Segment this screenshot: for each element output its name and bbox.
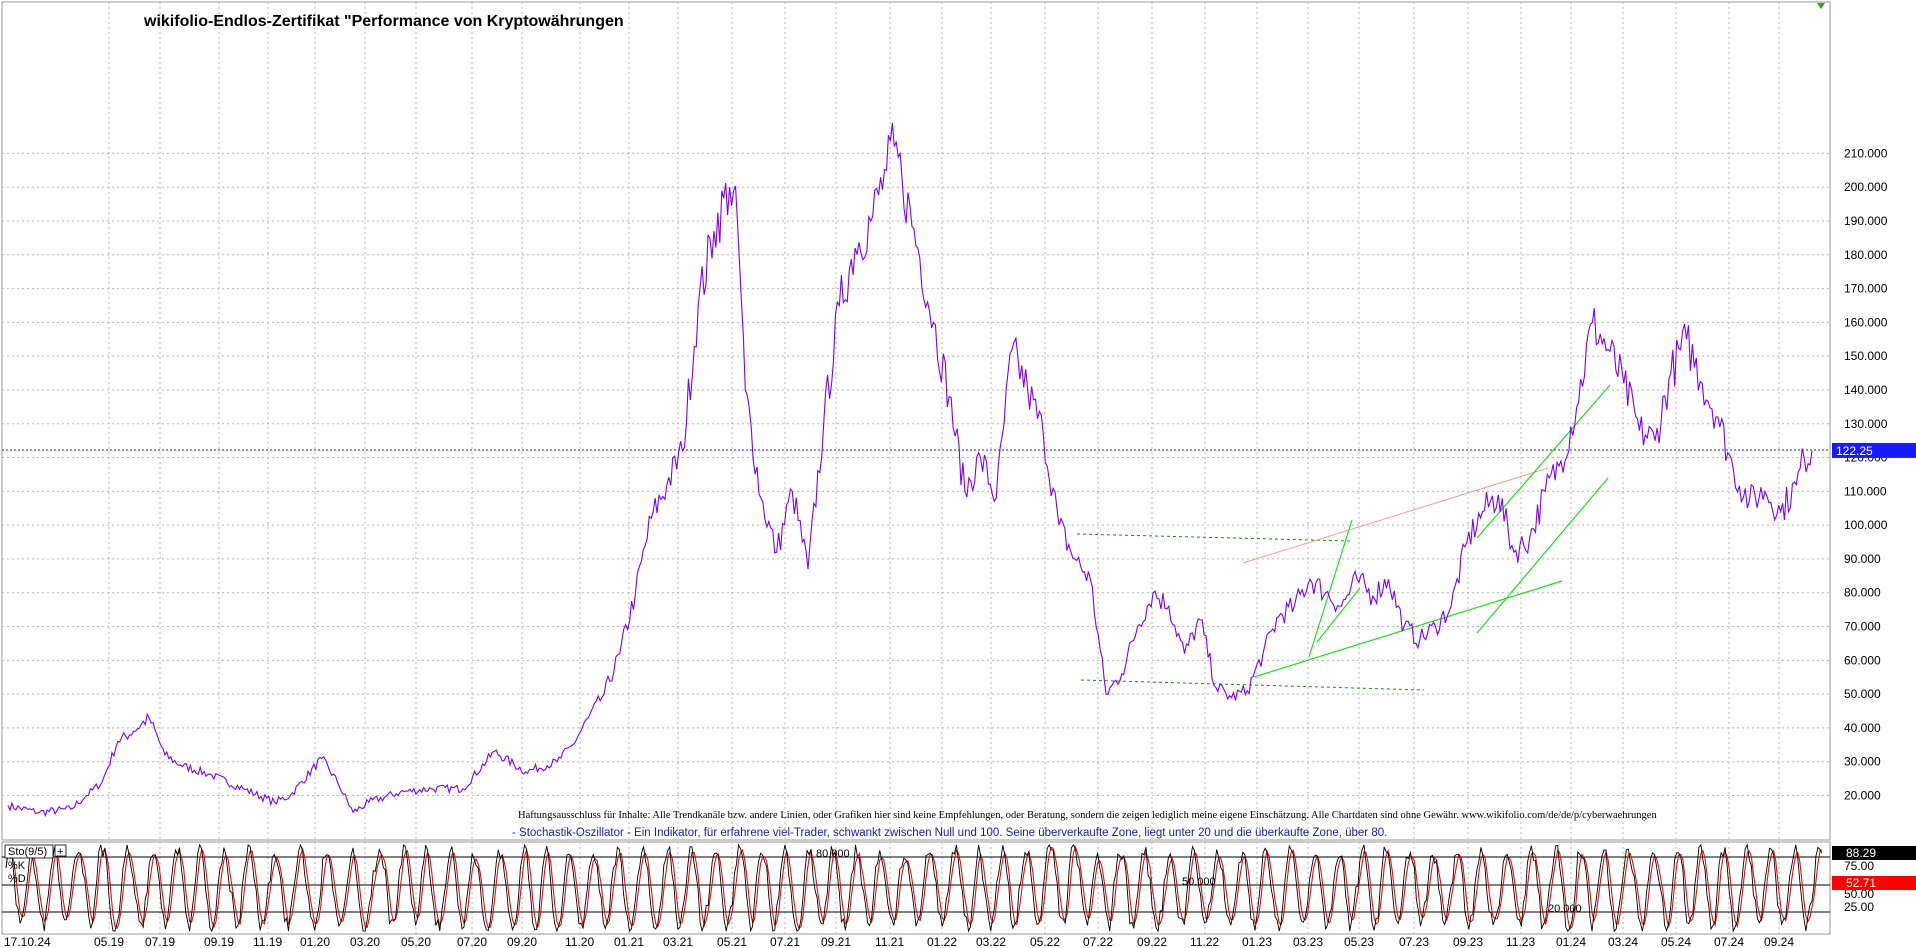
x-tick-label: 07.23 — [1399, 935, 1429, 948]
last-price-badge-bg — [1832, 442, 1916, 458]
x-tick-label: 09.20 — [507, 935, 537, 948]
y-tick-label: 170.000 — [1844, 282, 1888, 296]
y-tick-label: 20.000 — [1844, 789, 1881, 803]
x-tick-label: 07.24 — [1714, 935, 1744, 948]
oscillator-note: - Stochastik-Oszillator - Ein Indikator,… — [512, 827, 1387, 839]
x-tick-label: 05.24 — [1661, 935, 1691, 948]
y-tick-label: 100.000 — [1844, 518, 1888, 532]
x-tick-label: 05.23 — [1344, 935, 1374, 948]
trend-line-pink — [1242, 467, 1549, 564]
x-tick-label: 09.19 — [204, 935, 234, 948]
plus-icon: + — [57, 846, 63, 858]
x-tick-label: 05.19 — [94, 935, 124, 948]
x-tick-label: 17.10.24 — [4, 935, 51, 948]
k-value-badge-bg — [1832, 846, 1916, 860]
y-tick-label: 90.000 — [1844, 552, 1881, 566]
y-axis-tick-labels: 20.000 30.000 40.000 50.000 60.000 70.000 80.0… — [1844, 146, 1888, 802]
y-tick-label: 190.000 — [1844, 214, 1888, 228]
scroll-marker-icon[interactable] — [1817, 3, 1825, 9]
x-tick-label: 07.21 — [770, 935, 800, 948]
d-legend-label: %D — [8, 873, 26, 885]
x-tick-label: 09.23 — [1453, 935, 1483, 948]
last-price-badge-value: 122.25 — [1836, 444, 1873, 458]
d-value-badge-bg — [1832, 876, 1916, 890]
indicator-expand-button[interactable] — [54, 844, 67, 857]
x-tick-label: 09.24 — [1764, 935, 1794, 948]
trend-line-green-upper — [1476, 384, 1611, 539]
trend-line-green-short-b — [1316, 587, 1361, 643]
k-legend-label: %K — [8, 860, 26, 872]
stochastic-indicator: 80.000 50.000 20.000 Sto(9/5) + %K %D 75… — [2, 843, 1916, 933]
x-tick-label: 01.22 — [927, 935, 957, 948]
x-tick-label: 01.20 — [300, 935, 330, 948]
k-value-badge: 88.29 — [1846, 846, 1876, 860]
stoch-k-line — [5, 843, 1823, 933]
y-tick-label: 180.000 — [1844, 248, 1888, 262]
x-tick-label: 07.22 — [1083, 935, 1113, 948]
x-tick-label: 09.22 — [1137, 935, 1167, 948]
stoch-d-line — [5, 845, 1823, 930]
x-tick-label: 03.24 — [1608, 935, 1638, 948]
x-tick-label: 05.20 — [401, 935, 431, 948]
y-tick-label: 60.000 — [1844, 653, 1881, 667]
trend-annotations — [1076, 384, 1611, 691]
y-tick-label: 130.000 — [1844, 417, 1888, 431]
stoch-tick-50: 50.00 — [1844, 887, 1874, 901]
x-tick-label: 05.22 — [1030, 935, 1060, 948]
disclaimer-text: Haftungsausschluss für Inhalte: Alle Tre… — [518, 810, 1657, 821]
x-tick-label: 11.22 — [1190, 935, 1219, 948]
x-tick-label: 11.21 — [875, 935, 904, 948]
indicator-name-box — [4, 844, 54, 859]
x-tick-label: 07.20 — [457, 935, 487, 948]
stoch-level-20-label: 20.000 — [1548, 903, 1582, 915]
y-tick-label: 210.000 — [1844, 146, 1888, 160]
y-tick-label: 200.000 — [1844, 180, 1888, 194]
price-series-line — [7, 122, 1813, 817]
stoch-level-50-label: 50.000 — [1182, 876, 1216, 888]
x-tick-label: 01.21 — [614, 935, 644, 948]
stoch-level-80-label: 80.000 — [816, 848, 850, 860]
x-tick-label: 05.21 — [717, 935, 747, 948]
x-tick-label: 11.19 — [253, 935, 282, 948]
x-tick-label: 01.23 — [1242, 935, 1272, 948]
x-axis-tick-labels: 17.10.24 05.19 07.19 09.19 11.19 01.20 03.20 05… — [4, 935, 1794, 948]
y-tick-label: 40.000 — [1844, 721, 1881, 735]
y-tick-label: 80.000 — [1844, 586, 1881, 600]
channel-dashed-top — [1076, 533, 1352, 542]
x-tick-label: 09.21 — [821, 935, 851, 948]
d-value-badge: 52.71 — [1846, 876, 1876, 890]
y-tick-label: 150.000 — [1844, 349, 1888, 363]
x-tick-label: 07.19 — [145, 935, 175, 948]
stoch-tick-75: 75.00 — [1844, 859, 1874, 873]
y-tick-label: 50.000 — [1844, 687, 1881, 701]
x-tick-label: 11.20 — [565, 935, 594, 948]
last-price-badge: 122.25 — [1832, 442, 1916, 458]
chart-title: wikifolio-Endlos-Zertifikat "Performance… — [143, 13, 624, 30]
x-tick-label: 11.23 — [1506, 935, 1535, 948]
trend-line-green-lower — [1476, 477, 1609, 634]
main-plot-frame — [1, 1, 1831, 841]
x-tick-label: 01.24 — [1556, 935, 1586, 948]
y-tick-label: 70.000 — [1844, 620, 1881, 634]
stoch-tick-25: 25.00 — [1844, 900, 1874, 914]
x-tick-label: 03.20 — [350, 935, 380, 948]
x-tick-label: 03.22 — [976, 935, 1006, 948]
y-tick-label: 140.000 — [1844, 383, 1888, 397]
y-tick-label: 110.000 — [1844, 484, 1887, 498]
y-tick-label: 160.000 — [1844, 315, 1888, 329]
x-tick-label: 03.23 — [1293, 935, 1323, 948]
trend-line-green-short-a — [1308, 519, 1353, 658]
indicator-plot-frame — [1, 841, 1831, 935]
x-tick-label: 03.21 — [663, 935, 693, 948]
trend-line-green-long — [1253, 580, 1563, 678]
y-tick-label: 30.000 — [1844, 755, 1881, 769]
indicator-name: Sto(9/5) — [8, 846, 47, 858]
